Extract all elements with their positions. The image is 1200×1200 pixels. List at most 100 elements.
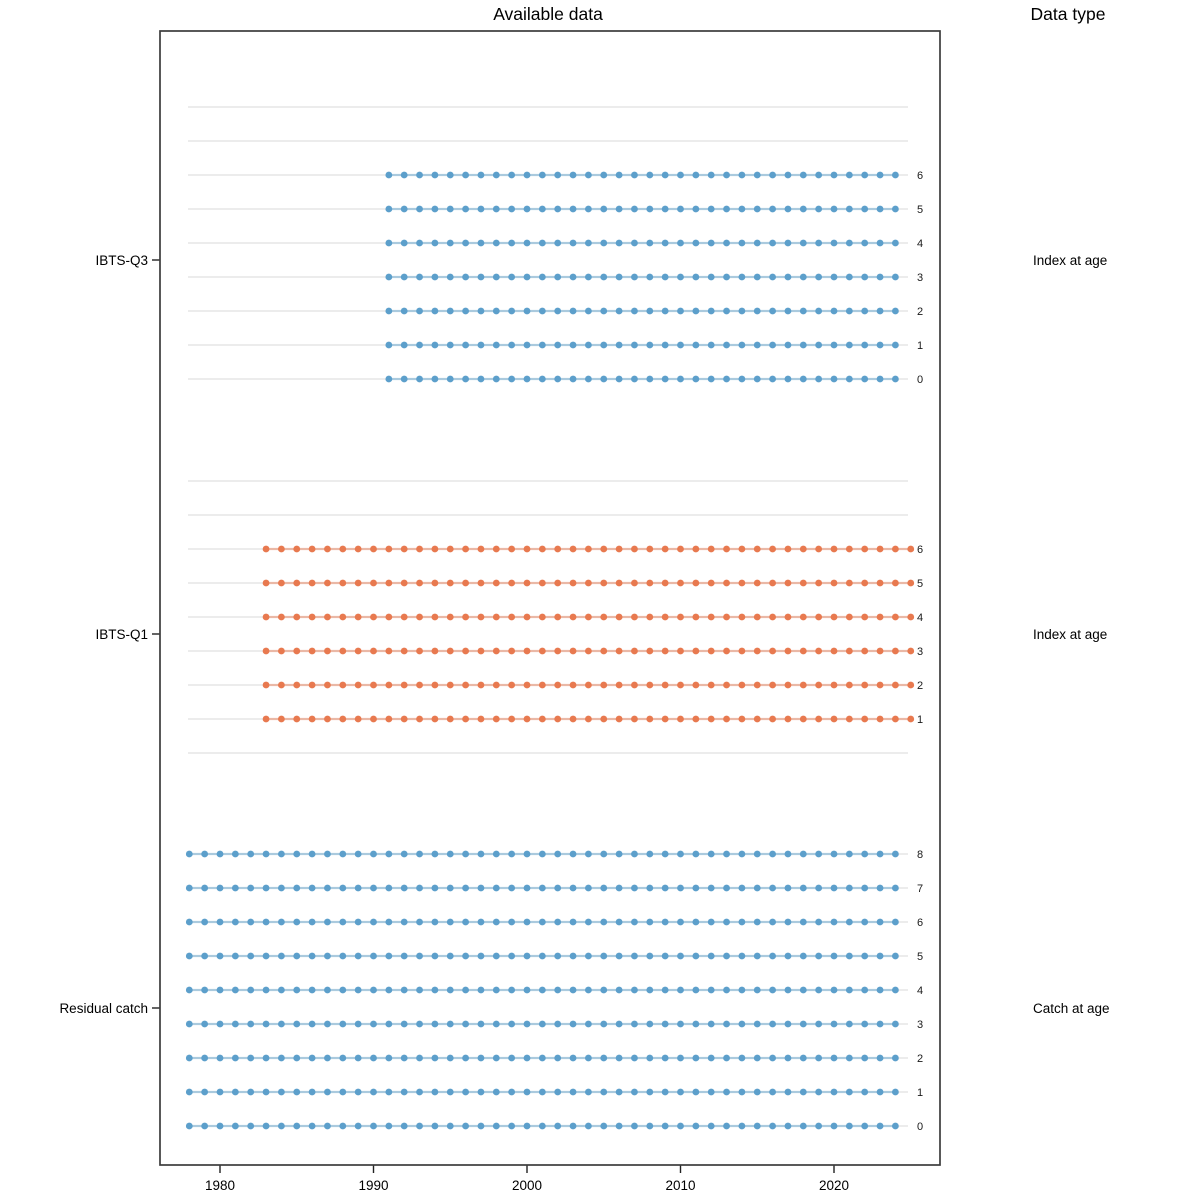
data-point-residual-catch-age-0-2008 (646, 1122, 654, 1130)
data-point-ibts-q3-age-1-2005 (600, 341, 608, 349)
data-point-ibts-q1-age-1-2003 (569, 715, 577, 723)
data-point-ibts-q3-age-5-2016 (769, 205, 776, 213)
data-point-ibts-q3-age-6-2021 (845, 171, 853, 179)
data-point-residual-catch-age-5-2002 (554, 952, 562, 960)
data-point-ibts-q1-age-2-2003 (569, 681, 577, 689)
data-point-ibts-q3-age-3-2007 (631, 273, 638, 281)
data-point-residual-catch-age-6-1995 (446, 918, 454, 926)
data-point-residual-catch-age-8-2010 (677, 850, 684, 858)
data-point-ibts-q3-age-2-2006 (615, 307, 623, 315)
data-point-ibts-q3-age-1-2009 (661, 341, 669, 349)
data-point-ibts-q3-age-1-1991 (385, 341, 393, 349)
data-point-residual-catch-age-2-2018 (799, 1054, 807, 1062)
data-point-ibts-q1-age-5-2019 (815, 579, 823, 587)
data-point-residual-catch-age-6-2024 (892, 918, 899, 926)
data-point-ibts-q1-age-6-1998 (492, 545, 500, 553)
data-point-residual-catch-age-4-2017 (784, 986, 792, 994)
data-point-residual-catch-age-4-2024 (892, 986, 899, 994)
data-point-ibts-q1-age-4-2021 (845, 613, 853, 621)
data-point-residual-catch-age-6-1987 (324, 918, 331, 926)
data-point-residual-catch-age-1-1986 (308, 1088, 316, 1096)
data-point-ibts-q1-age-2-1989 (354, 681, 362, 689)
data-point-residual-catch-age-2-1983 (262, 1054, 270, 1062)
data-point-ibts-q3-age-3-2002 (554, 273, 562, 281)
data-point-residual-catch-age-4-1982 (247, 986, 255, 994)
data-point-ibts-q1-age-5-2016 (769, 579, 776, 587)
data-point-residual-catch-age-4-1984 (278, 986, 285, 994)
data-point-residual-catch-age-1-2011 (692, 1088, 700, 1096)
data-point-ibts-q1-age-4-1984 (278, 613, 285, 621)
data-point-ibts-q1-age-5-1998 (492, 579, 500, 587)
data-point-residual-catch-age-6-2003 (569, 918, 577, 926)
data-point-ibts-q3-age-0-1996 (462, 375, 469, 383)
data-point-residual-catch-age-4-2002 (554, 986, 562, 994)
data-point-residual-catch-age-2-2008 (646, 1054, 654, 1062)
data-point-ibts-q3-age-6-2014 (738, 171, 746, 179)
data-point-residual-catch-age-6-1982 (247, 918, 255, 926)
data-point-ibts-q1-age-3-2005 (600, 647, 608, 655)
data-point-residual-catch-age-3-1993 (416, 1020, 423, 1028)
data-point-residual-catch-age-6-1992 (400, 918, 408, 926)
data-point-residual-catch-age-4-1983 (262, 986, 270, 994)
data-point-residual-catch-age-3-2016 (769, 1020, 776, 1028)
data-point-residual-catch-age-7-1989 (354, 884, 362, 892)
data-point-ibts-q1-age-2-1990 (370, 681, 377, 689)
data-point-residual-catch-age-6-1989 (354, 918, 362, 926)
data-point-ibts-q3-age-6-2004 (585, 171, 592, 179)
data-point-ibts-q3-age-5-2005 (600, 205, 608, 213)
data-point-residual-catch-age-2-1996 (462, 1054, 469, 1062)
data-point-residual-catch-age-8-2019 (815, 850, 823, 858)
data-point-ibts-q1-age-5-1987 (324, 579, 331, 587)
data-point-ibts-q3-age-0-2009 (661, 375, 669, 383)
data-point-residual-catch-age-2-2024 (892, 1054, 899, 1062)
data-point-ibts-q1-age-4-2017 (784, 613, 792, 621)
data-point-residual-catch-age-6-1999 (508, 918, 516, 926)
data-point-residual-catch-age-1-2000 (523, 1088, 531, 1096)
data-point-residual-catch-age-6-2004 (585, 918, 592, 926)
data-point-ibts-q1-age-6-2024 (892, 545, 899, 553)
data-point-ibts-q1-age-4-1987 (324, 613, 331, 621)
data-point-ibts-q1-age-2-2013 (723, 681, 730, 689)
data-point-residual-catch-age-0-2004 (585, 1122, 592, 1130)
data-point-residual-catch-age-2-2000 (523, 1054, 531, 1062)
data-point-residual-catch-age-0-1989 (354, 1122, 362, 1130)
data-point-ibts-q3-age-5-2019 (815, 205, 823, 213)
data-point-ibts-q1-age-2-1995 (446, 681, 454, 689)
data-point-ibts-q3-age-2-2011 (692, 307, 700, 315)
data-point-ibts-q1-age-6-2021 (845, 545, 853, 553)
data-point-ibts-q3-age-0-2022 (861, 375, 869, 383)
data-point-ibts-q1-age-2-2000 (523, 681, 531, 689)
data-point-residual-catch-age-4-1992 (400, 986, 408, 994)
data-point-ibts-q3-age-1-2022 (861, 341, 869, 349)
data-point-residual-catch-age-2-1978 (185, 1054, 193, 1062)
data-point-ibts-q3-age-4-2012 (707, 239, 715, 247)
data-point-ibts-q3-age-5-2015 (753, 205, 761, 213)
data-point-ibts-q3-age-5-2011 (692, 205, 700, 213)
data-point-residual-catch-age-7-1978 (185, 884, 193, 892)
data-point-residual-catch-age-3-2007 (631, 1020, 638, 1028)
data-point-residual-catch-age-1-2013 (723, 1088, 730, 1096)
data-point-ibts-q1-age-1-2012 (707, 715, 715, 723)
data-point-ibts-q1-age-6-1991 (385, 545, 393, 553)
data-point-residual-catch-age-3-2019 (815, 1020, 823, 1028)
data-point-residual-catch-age-5-1988 (339, 952, 347, 960)
data-point-ibts-q1-age-1-2000 (523, 715, 531, 723)
data-point-residual-catch-age-8-2004 (585, 850, 592, 858)
data-point-ibts-q3-age-1-1998 (492, 341, 500, 349)
data-point-ibts-q3-age-5-2022 (861, 205, 869, 213)
data-point-ibts-q1-age-2-1986 (308, 681, 316, 689)
data-point-residual-catch-age-4-1998 (492, 986, 500, 994)
data-point-ibts-q3-age-6-2024 (892, 171, 899, 179)
age-label-ibts-q1-2: 2 (917, 680, 923, 692)
data-point-residual-catch-age-8-2003 (569, 850, 577, 858)
data-point-ibts-q1-age-2-1997 (477, 681, 485, 689)
data-point-ibts-q1-age-6-2023 (876, 545, 884, 553)
data-point-ibts-q1-age-4-1985 (293, 613, 301, 621)
data-point-ibts-q3-age-3-2018 (799, 273, 807, 281)
data-point-ibts-q1-age-3-2014 (738, 647, 746, 655)
data-point-residual-catch-age-4-1978 (185, 986, 193, 994)
data-point-ibts-q3-age-5-1998 (492, 205, 500, 213)
data-point-residual-catch-age-4-2021 (845, 986, 853, 994)
data-point-residual-catch-age-4-2018 (799, 986, 807, 994)
data-point-ibts-q1-age-1-2019 (815, 715, 823, 723)
